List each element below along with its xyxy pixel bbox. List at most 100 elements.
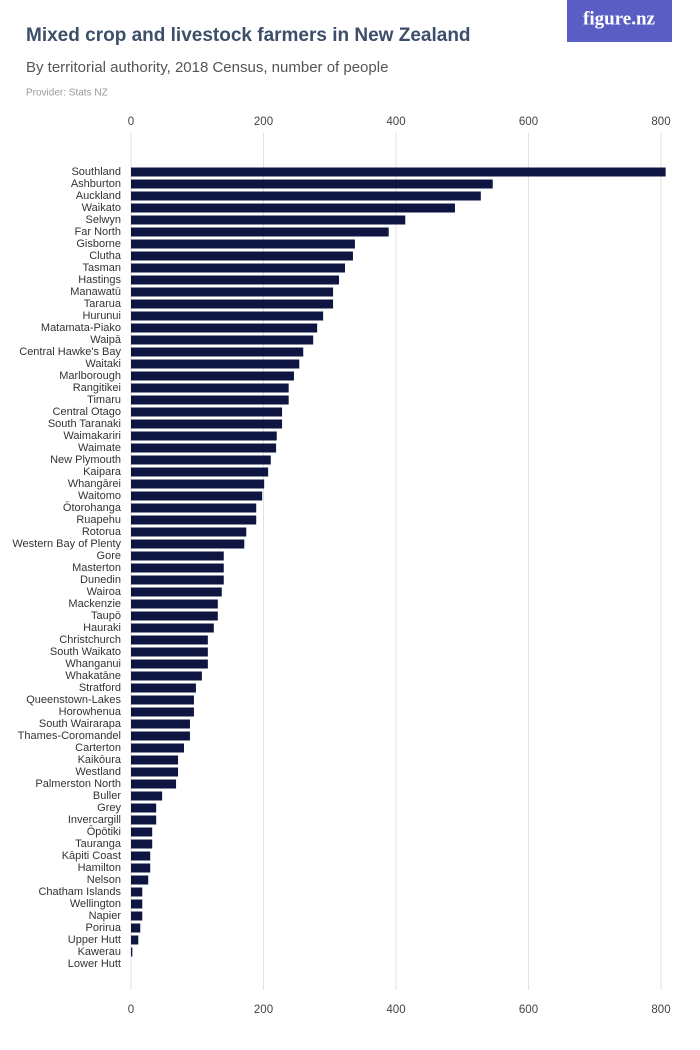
category-label: Kāpiti Coast bbox=[62, 850, 121, 862]
category-label: Southland bbox=[71, 166, 121, 178]
category-label: Dunedin bbox=[80, 574, 121, 586]
category-label: Timaru bbox=[87, 394, 121, 406]
bar bbox=[131, 167, 666, 177]
category-label: Matamata-Piako bbox=[41, 322, 121, 334]
category-label: Marlborough bbox=[59, 370, 121, 382]
bar bbox=[131, 935, 139, 945]
bar bbox=[131, 875, 149, 885]
bar bbox=[131, 635, 208, 645]
category-label: Westland bbox=[75, 766, 121, 778]
category-label: Whanganui bbox=[65, 658, 121, 670]
bar bbox=[131, 467, 269, 477]
category-label: Invercargill bbox=[68, 814, 121, 826]
bar bbox=[131, 431, 277, 441]
category-label: Selwyn bbox=[86, 214, 121, 226]
category-label: Rangitikei bbox=[73, 382, 121, 394]
bar bbox=[131, 887, 143, 897]
category-label: Waikato bbox=[82, 202, 121, 214]
bar bbox=[131, 923, 141, 933]
category-label: Kaipara bbox=[83, 466, 122, 478]
bar bbox=[131, 671, 202, 681]
bar bbox=[131, 215, 406, 225]
category-label: Kawerau bbox=[78, 946, 121, 958]
bar bbox=[131, 791, 163, 801]
x-tick-label: 400 bbox=[386, 116, 405, 128]
bar bbox=[131, 311, 324, 321]
category-label: Christchurch bbox=[59, 634, 121, 646]
category-label: Ōtorohanga bbox=[63, 502, 122, 514]
bar bbox=[131, 743, 184, 753]
category-label: Waitomo bbox=[78, 490, 121, 502]
category-label: Hastings bbox=[78, 274, 121, 286]
category-label: New Plymouth bbox=[50, 454, 121, 466]
bar bbox=[131, 911, 143, 921]
bar bbox=[131, 527, 247, 537]
bar bbox=[131, 347, 304, 357]
bar bbox=[131, 203, 455, 213]
category-label: Wellington bbox=[70, 898, 121, 910]
bar bbox=[131, 851, 151, 861]
category-label: Taupō bbox=[91, 610, 121, 622]
bar bbox=[131, 551, 224, 561]
category-label: Manawatū bbox=[70, 286, 121, 298]
category-label: Lower Hutt bbox=[68, 958, 121, 970]
category-label: Hamilton bbox=[78, 862, 121, 874]
category-label: South Waikato bbox=[50, 646, 121, 658]
category-label: Hauraki bbox=[83, 622, 121, 634]
category-label: Queenstown-Lakes bbox=[26, 694, 121, 706]
bar bbox=[131, 755, 179, 765]
bar bbox=[131, 515, 257, 525]
category-label: Waitaki bbox=[85, 358, 121, 370]
bar bbox=[131, 299, 334, 309]
logo[interactable]: figure.nz bbox=[583, 8, 656, 29]
category-label: Auckland bbox=[76, 190, 121, 202]
bar bbox=[131, 503, 257, 513]
category-label: Waimakariri bbox=[63, 430, 121, 442]
category-label: Tararua bbox=[84, 298, 122, 310]
category-label: Wairoa bbox=[87, 586, 122, 598]
category-label: Buller bbox=[93, 790, 121, 802]
category-label: Nelson bbox=[87, 874, 121, 886]
bar bbox=[131, 443, 277, 453]
bar bbox=[131, 383, 289, 393]
bar bbox=[131, 563, 224, 573]
category-label: Central Hawke's Bay bbox=[19, 346, 121, 358]
x-tick-label: 0 bbox=[128, 116, 134, 128]
category-label: Central Otago bbox=[53, 406, 121, 418]
category-label: Masterton bbox=[72, 562, 121, 574]
bar bbox=[131, 947, 133, 957]
chart-title: Mixed crop and livestock farmers in New … bbox=[26, 25, 471, 46]
bar bbox=[131, 767, 179, 777]
bar bbox=[131, 491, 263, 501]
bar bbox=[131, 719, 190, 729]
bar bbox=[131, 899, 143, 909]
category-label: Ashburton bbox=[71, 178, 121, 190]
category-label: Thames-Coromandel bbox=[18, 730, 121, 742]
bar bbox=[131, 179, 493, 189]
category-label: Napier bbox=[89, 910, 122, 922]
bar bbox=[131, 863, 151, 873]
bar bbox=[131, 587, 222, 597]
chart-subtitle: By territorial authority, 2018 Census, n… bbox=[26, 59, 388, 76]
bar bbox=[131, 371, 294, 381]
category-label: Gore bbox=[97, 550, 121, 562]
bar bbox=[131, 419, 283, 429]
bar bbox=[131, 455, 271, 465]
category-label: Rotorua bbox=[82, 526, 122, 538]
category-label: Ruapehu bbox=[76, 514, 121, 526]
category-label: South Wairarapa bbox=[39, 718, 122, 730]
category-label: Palmerston North bbox=[35, 778, 121, 790]
category-label: Upper Hutt bbox=[68, 934, 121, 946]
bar bbox=[131, 251, 353, 261]
x-tick-label: 200 bbox=[254, 1004, 273, 1016]
bar bbox=[131, 599, 218, 609]
bar bbox=[131, 323, 318, 333]
logo-box[interactable] bbox=[567, 0, 672, 42]
category-label: Carterton bbox=[75, 742, 121, 754]
bar bbox=[131, 539, 245, 549]
bar bbox=[131, 815, 157, 825]
x-tick-label: 400 bbox=[386, 1004, 405, 1016]
bar bbox=[131, 683, 196, 693]
bar bbox=[131, 287, 334, 297]
